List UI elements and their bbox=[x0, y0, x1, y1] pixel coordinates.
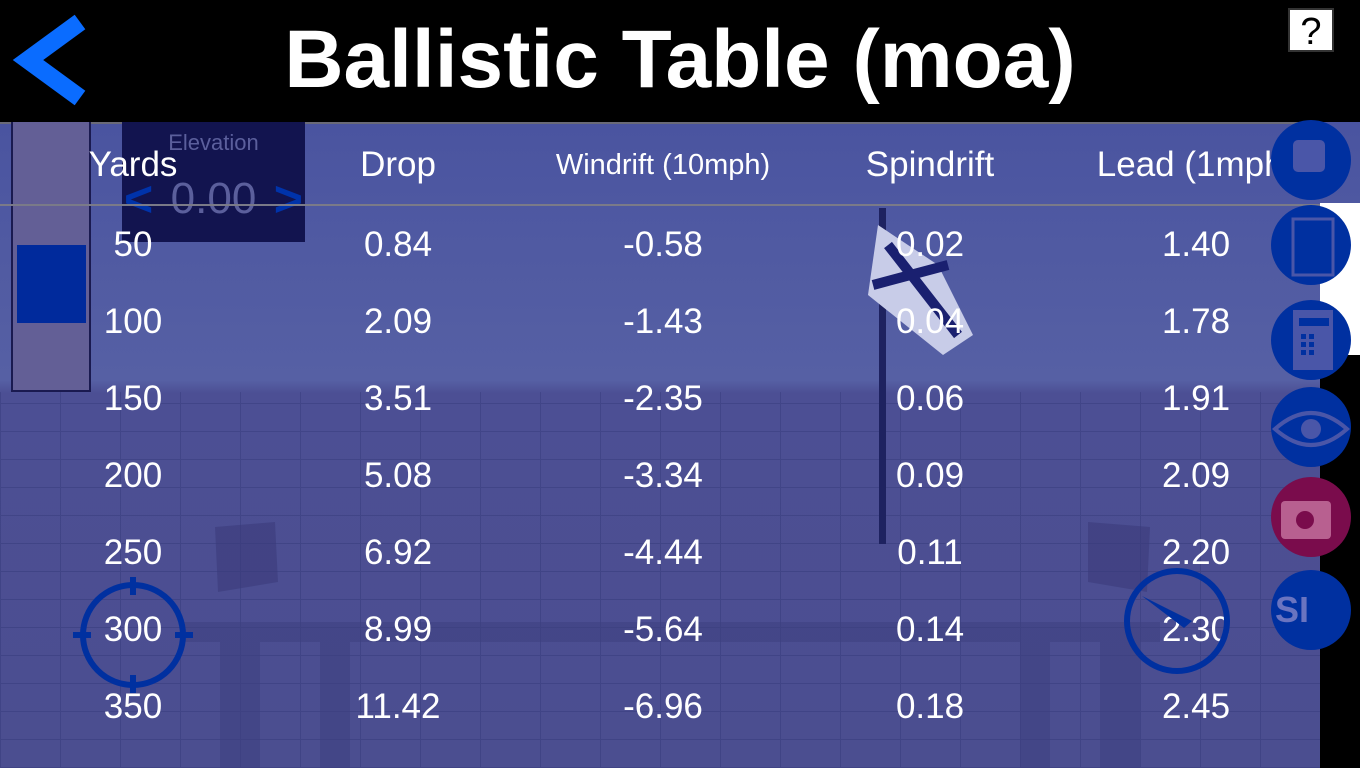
table-cell: -6.96 bbox=[623, 687, 703, 726]
table-cell: 2.09 bbox=[1161, 456, 1231, 495]
table-cell: -3.34 bbox=[623, 456, 703, 495]
help-button[interactable]: ? bbox=[1288, 8, 1334, 53]
table-cell: 350 bbox=[103, 687, 163, 726]
square-icon bbox=[1291, 217, 1335, 277]
table-cell: -5.64 bbox=[623, 610, 703, 649]
column-header: Yards bbox=[88, 145, 178, 184]
table-cell: 250 bbox=[103, 533, 163, 572]
table-cell: 1.91 bbox=[1161, 379, 1231, 418]
table-cell: 0.04 bbox=[895, 302, 965, 341]
table-cell: 1.78 bbox=[1161, 302, 1231, 341]
table-cell: -0.58 bbox=[623, 225, 703, 264]
table-cell: 0.84 bbox=[363, 225, 433, 264]
table-cell: 200 bbox=[103, 456, 163, 495]
camera-icon bbox=[1281, 501, 1331, 539]
flag-graphic bbox=[868, 225, 973, 355]
back-chevron-icon[interactable] bbox=[10, 10, 90, 110]
table-cell: 1.40 bbox=[1161, 225, 1231, 264]
header-bar: Ballistic Table (moa) ? bbox=[0, 0, 1360, 122]
shooting-bench-graphic bbox=[180, 522, 1160, 768]
eye-button[interactable] bbox=[1271, 387, 1351, 467]
table-cell: 2.09 bbox=[363, 302, 433, 341]
elevation-increase-button[interactable]: > bbox=[273, 171, 303, 227]
table-cell: 8.99 bbox=[363, 610, 433, 649]
table-cell: 0.18 bbox=[895, 687, 965, 726]
table-cell: 150 bbox=[103, 379, 163, 418]
elevation-decrease-button[interactable]: < bbox=[124, 171, 154, 227]
table-cell: 0.14 bbox=[895, 610, 965, 649]
calculator-button[interactable] bbox=[1271, 300, 1351, 380]
eye-icon bbox=[1271, 411, 1351, 447]
elevation-value: 0.00 bbox=[170, 174, 257, 223]
square-button[interactable] bbox=[1271, 205, 1351, 285]
table-cell: 100 bbox=[103, 302, 163, 341]
table-cell: 0.02 bbox=[895, 225, 965, 264]
crosshair-icon[interactable] bbox=[70, 575, 196, 695]
table-cell: 6.92 bbox=[363, 533, 433, 572]
flag-pole bbox=[879, 208, 886, 544]
table-cell: 0.09 bbox=[895, 456, 965, 495]
units-toggle-button[interactable]: SI bbox=[1271, 570, 1351, 650]
column-header-divider bbox=[0, 204, 1320, 206]
table-cell: 0.11 bbox=[897, 533, 963, 572]
table-cell: 3.51 bbox=[363, 379, 433, 418]
table-cell: 5.08 bbox=[363, 456, 433, 495]
column-header: Spindrift bbox=[865, 145, 995, 184]
header-rule bbox=[0, 122, 1320, 124]
table-cell: -4.44 bbox=[623, 533, 703, 572]
table-cell: 11.42 bbox=[355, 687, 441, 726]
zoom-slider[interactable] bbox=[11, 122, 91, 392]
elevation-label: Elevation bbox=[168, 130, 259, 155]
elevation-panel: Elevation 0.00 < > bbox=[122, 122, 305, 242]
column-header: Drop bbox=[360, 145, 436, 184]
table-cell: 300 bbox=[103, 610, 163, 649]
table-cell: 2.45 bbox=[1161, 687, 1231, 726]
slider-thumb[interactable] bbox=[17, 245, 86, 323]
page-title: Ballistic Table (moa) bbox=[284, 14, 1076, 105]
calculator-icon bbox=[1293, 310, 1333, 370]
table-cell: 50 bbox=[113, 225, 153, 264]
table-cell: 0.06 bbox=[895, 379, 965, 418]
table-cell: -2.35 bbox=[623, 379, 703, 418]
compass-icon[interactable] bbox=[1122, 566, 1232, 676]
stop-icon bbox=[1293, 140, 1325, 172]
camera-button[interactable] bbox=[1271, 477, 1351, 557]
column-header: Windrift (10mph) bbox=[555, 149, 771, 181]
table-cell: -1.43 bbox=[623, 302, 703, 341]
stop-button[interactable] bbox=[1271, 120, 1351, 200]
table-cell: 2.20 bbox=[1161, 533, 1231, 572]
column-header: Lead (1mph) bbox=[1096, 145, 1296, 184]
